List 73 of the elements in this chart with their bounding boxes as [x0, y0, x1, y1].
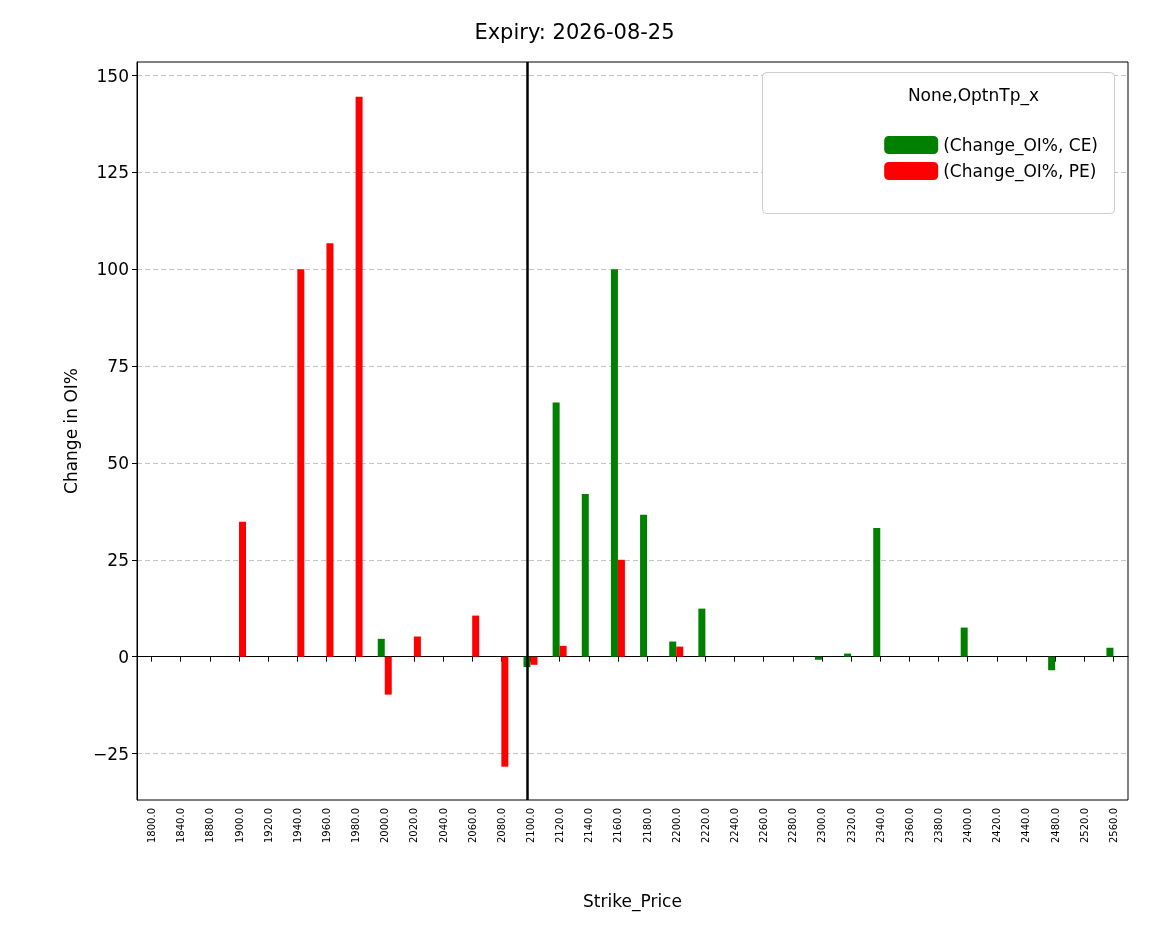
x-tick-label: 2280.0 — [787, 808, 799, 843]
x-tick-label: 2160.0 — [612, 808, 624, 843]
x-tick-label: 2040.0 — [437, 808, 449, 843]
x-tick-label: 2000.0 — [379, 808, 391, 843]
x-tick-label: 2200.0 — [670, 808, 682, 843]
chart-title: Expiry: 2026-08-25 — [474, 19, 675, 44]
x-tick-label: 2100.0 — [524, 808, 536, 843]
bar — [610, 269, 618, 657]
y-tick-label: −25 — [93, 743, 129, 764]
y-tick-label: 25 — [107, 549, 129, 570]
bar — [472, 615, 480, 657]
bar — [413, 636, 421, 657]
x-tick-label: 1980.0 — [350, 808, 362, 843]
bar — [669, 641, 677, 657]
legend-title: None,OptnTp_x — [907, 84, 1040, 106]
x-tick-label: 1920.0 — [262, 808, 274, 843]
bar — [239, 521, 247, 657]
x-tick-label: 2240.0 — [729, 808, 741, 843]
x-tick-label: 2220.0 — [699, 808, 711, 843]
bar — [501, 656, 509, 767]
bar — [640, 514, 648, 657]
y-tick-label: 0 — [118, 646, 129, 667]
legend-label: (Change_OI%, CE) — [943, 135, 1099, 156]
x-tick-label: 2080.0 — [495, 808, 507, 843]
y-tick-label: 75 — [107, 356, 129, 377]
x-tick-label: 2400.0 — [962, 808, 974, 843]
x-tick-label: 2140.0 — [583, 808, 595, 843]
bar — [326, 243, 334, 657]
y-tick-label: 100 — [96, 259, 129, 280]
bar — [1048, 656, 1056, 671]
bar — [559, 645, 567, 657]
x-tick-label: 1940.0 — [291, 808, 303, 843]
x-tick-label: 2260.0 — [758, 808, 770, 843]
x-tick-label: 2360.0 — [903, 808, 915, 843]
x-tick-label: 2560.0 — [1107, 808, 1119, 843]
x-tick-label: 2420.0 — [991, 808, 1003, 843]
bar — [297, 269, 305, 657]
x-tick-label: 1840.0 — [175, 808, 187, 843]
x-tick-label: 2060.0 — [466, 808, 478, 843]
bar — [844, 653, 852, 657]
x-tick-label: 2120.0 — [554, 808, 566, 843]
x-tick-label: 2520.0 — [1078, 808, 1090, 843]
bar — [676, 646, 684, 657]
x-tick-label: 2380.0 — [933, 808, 945, 843]
x-tick-label: 2320.0 — [845, 808, 857, 843]
y-tick-label: 50 — [107, 452, 129, 473]
bar — [530, 656, 538, 665]
x-tick-label: 2480.0 — [1049, 808, 1061, 843]
x-tick-label: 2300.0 — [816, 808, 828, 843]
x-tick-label: 1960.0 — [320, 808, 332, 843]
x-tick-label: 1880.0 — [204, 808, 216, 843]
bar — [581, 493, 589, 657]
bar — [873, 528, 881, 657]
x-tick-label: 1900.0 — [233, 808, 245, 843]
bar — [960, 627, 968, 657]
bar — [617, 559, 625, 657]
x-tick-label: 2020.0 — [408, 808, 420, 843]
x-tick-label: 1800.0 — [146, 808, 158, 843]
bar — [355, 96, 363, 657]
x-tick-label: 2180.0 — [641, 808, 653, 843]
bar — [552, 402, 560, 657]
bar — [1106, 647, 1114, 657]
y-tick-label: 150 — [96, 65, 129, 86]
bar — [698, 608, 706, 657]
x-tick-label: 2440.0 — [1020, 808, 1032, 843]
bar — [814, 656, 822, 660]
y-tick-label: 125 — [96, 162, 129, 183]
x-axis-title: Strike_Price — [583, 890, 682, 912]
legend-label: (Change_OI%, PE) — [943, 161, 1097, 182]
x-tick-label: 2340.0 — [874, 808, 886, 843]
bar — [384, 656, 392, 695]
bar — [377, 638, 385, 657]
y-axis-title: Change in OI% — [60, 368, 81, 494]
